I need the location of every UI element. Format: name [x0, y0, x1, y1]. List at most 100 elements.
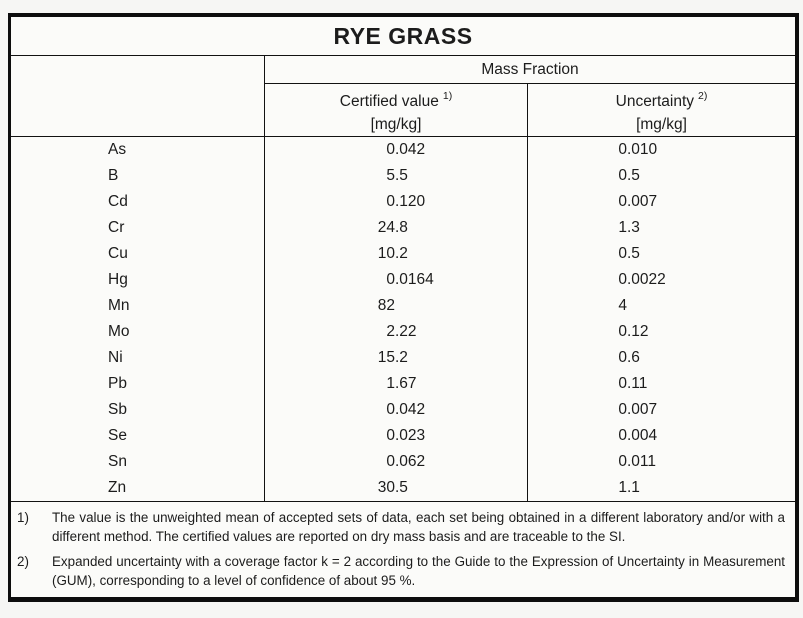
element-symbol: Mo	[11, 319, 265, 346]
certified-value-cell-frac: .8	[395, 219, 408, 237]
table-row: As 0.042 0.010	[11, 137, 795, 164]
certified-value-cell-frac: .67	[395, 375, 417, 393]
uncertainty-cell-int: 0	[618, 453, 627, 471]
uncertainty-cell-int: 1	[618, 479, 627, 497]
element-symbol: Sb	[11, 397, 265, 424]
table-row: Cr 24.8 1.3	[11, 215, 795, 242]
certified-value-cell-int: 0	[386, 401, 395, 419]
element-symbol: Ni	[11, 345, 265, 372]
certified-value-cell-int: 82	[377, 297, 395, 315]
uncertainty-cell: 0.12	[528, 319, 795, 345]
certified-value-unit: [mg/kg]	[370, 116, 422, 134]
uncertainty-header: Uncertainty 2) [mg/kg]	[528, 84, 795, 136]
uncertainty-cell-int: 0	[618, 193, 627, 211]
certified-value-cell: 0.0164	[265, 267, 528, 294]
uncertainty-cell: 0.010	[528, 137, 795, 163]
certified-value-cell-int: 0	[386, 193, 395, 211]
sub-header-row: Certified value 1) [mg/kg] Uncertainty 2) …	[265, 84, 795, 137]
uncertainty-cell-frac: .1	[627, 479, 640, 497]
certified-value-cell-int: 0	[386, 141, 395, 159]
table-row: Se 0.023 0.004	[11, 423, 795, 450]
uncertainty-cell-frac: .011	[627, 453, 657, 471]
certified-value-cell-frac: .2	[395, 349, 408, 367]
uncertainty-cell-frac: .12	[627, 323, 649, 341]
table-row: Hg 0.0164 0.0022	[11, 267, 795, 294]
certified-value-cell-int: 24	[377, 219, 395, 237]
uncertainty-cell: 1.1	[528, 475, 795, 501]
uncertainty-cell-frac: .004	[627, 427, 658, 445]
uncertainty-cell: 0.6	[528, 345, 795, 371]
footnote-2-text: Expanded uncertainty with a coverage fac…	[52, 554, 785, 588]
table-row: Cu 10.2 0.5	[11, 241, 795, 268]
uncertainty-cell-frac: .5	[627, 245, 640, 263]
certified-value-cell-frac: .042	[395, 141, 426, 159]
certified-value-cell: 0.120	[265, 189, 528, 216]
uncertainty-cell-frac: .11	[627, 375, 648, 393]
certified-value-cell: 0.042	[265, 137, 528, 164]
footnote-ref-2: 2)	[698, 90, 708, 103]
certified-value-cell: 2.22	[265, 319, 528, 346]
uncertainty-cell-int: 0	[618, 375, 627, 393]
table-row: Zn 30.5 1.1	[11, 475, 795, 502]
footnote-2-marker: 2)	[17, 554, 29, 570]
certified-value-cell-frac: .0164	[395, 271, 434, 289]
table-row: Mn 82 4	[11, 293, 795, 320]
certified-value-label-line: Certified value 1)	[340, 86, 452, 113]
certificate-table: RYE GRASS Mass Fraction Certified value 1…	[8, 13, 799, 602]
uncertainty-cell-frac: .0022	[627, 271, 666, 289]
uncertainty-cell-frac: .007	[627, 193, 658, 211]
uncertainty-cell-int: 1	[618, 219, 627, 237]
uncertainty-cell: 0.007	[528, 397, 795, 423]
uncertainty-label: Uncertainty	[615, 93, 695, 111]
certified-value-cell: 15.2	[265, 345, 528, 372]
certified-value-cell: 24.8	[265, 215, 528, 242]
certified-value-cell-frac: .042	[395, 401, 426, 419]
uncertainty-cell-frac: .3	[627, 219, 640, 237]
uncertainty-cell-int: 0	[618, 271, 627, 289]
element-symbol: Zn	[11, 475, 265, 502]
element-symbol: Cr	[11, 215, 265, 242]
certified-value-cell: 0.062	[265, 449, 528, 476]
table-header: Mass Fraction Certified value 1) [mg/kg] …	[11, 56, 795, 138]
uncertainty-cell: 4	[528, 293, 795, 319]
uncertainty-cell-int: 0	[618, 427, 627, 445]
table-body: As 0.042 0.010 B 5.5 0.5 Cd 0.120 0.007 Cr 24.8 1.3…	[11, 137, 795, 503]
footnote-1-marker: 1)	[17, 510, 29, 526]
uncertainty-cell-int: 0	[618, 245, 627, 263]
certified-value-cell: 5.5	[265, 163, 528, 190]
table-row: B 5.5 0.5	[11, 163, 795, 190]
uncertainty-cell-frac: .007	[627, 401, 658, 419]
uncertainty-cell-frac: .6	[627, 349, 640, 367]
certified-value-cell-frac: .023	[395, 427, 426, 445]
uncertainty-unit: [mg/kg]	[636, 116, 687, 134]
uncertainty-cell-int: 0	[618, 141, 627, 159]
uncertainty-cell: 0.011	[528, 449, 795, 475]
table-row: Pb 1.67 0.11	[11, 371, 795, 398]
element-symbol: Sn	[11, 449, 265, 476]
table-row: Mo 2.22 0.12	[11, 319, 795, 346]
certified-value-cell-int: 15	[377, 349, 395, 367]
table-row: Cd 0.120 0.007	[11, 189, 795, 216]
certified-value-cell-frac: .5	[395, 167, 408, 185]
footnote-2: 2) Expanded uncertainty with a coverage …	[17, 553, 785, 590]
certified-value-cell-int: 10	[377, 245, 395, 263]
element-symbol: Pb	[11, 371, 265, 398]
element-symbol: Se	[11, 423, 265, 450]
certified-value-cell-int: 2	[386, 323, 395, 341]
certified-value-cell: 82	[265, 293, 528, 320]
uncertainty-cell: 0.007	[528, 189, 795, 215]
uncertainty-cell-frac: .010	[627, 141, 658, 159]
mass-fraction-header-group: Mass Fraction Certified value 1) [mg/kg] …	[265, 56, 795, 137]
element-column-header-empty	[11, 56, 265, 137]
certified-value-cell-frac: .2	[395, 245, 408, 263]
certified-value-cell: 0.042	[265, 397, 528, 424]
certified-value-cell-int: 5	[386, 167, 395, 185]
element-symbol: Hg	[11, 267, 265, 294]
uncertainty-cell-int: 4	[618, 297, 627, 315]
certified-value-cell-frac: .062	[395, 453, 426, 471]
uncertainty-cell: 0.11	[528, 371, 795, 397]
footnote-1: 1) The value is the unweighted mean of a…	[17, 509, 785, 546]
certified-value-cell: 1.67	[265, 371, 528, 398]
certified-value-cell-int: 30	[377, 479, 395, 497]
certified-value-cell-int: 0	[386, 453, 395, 471]
